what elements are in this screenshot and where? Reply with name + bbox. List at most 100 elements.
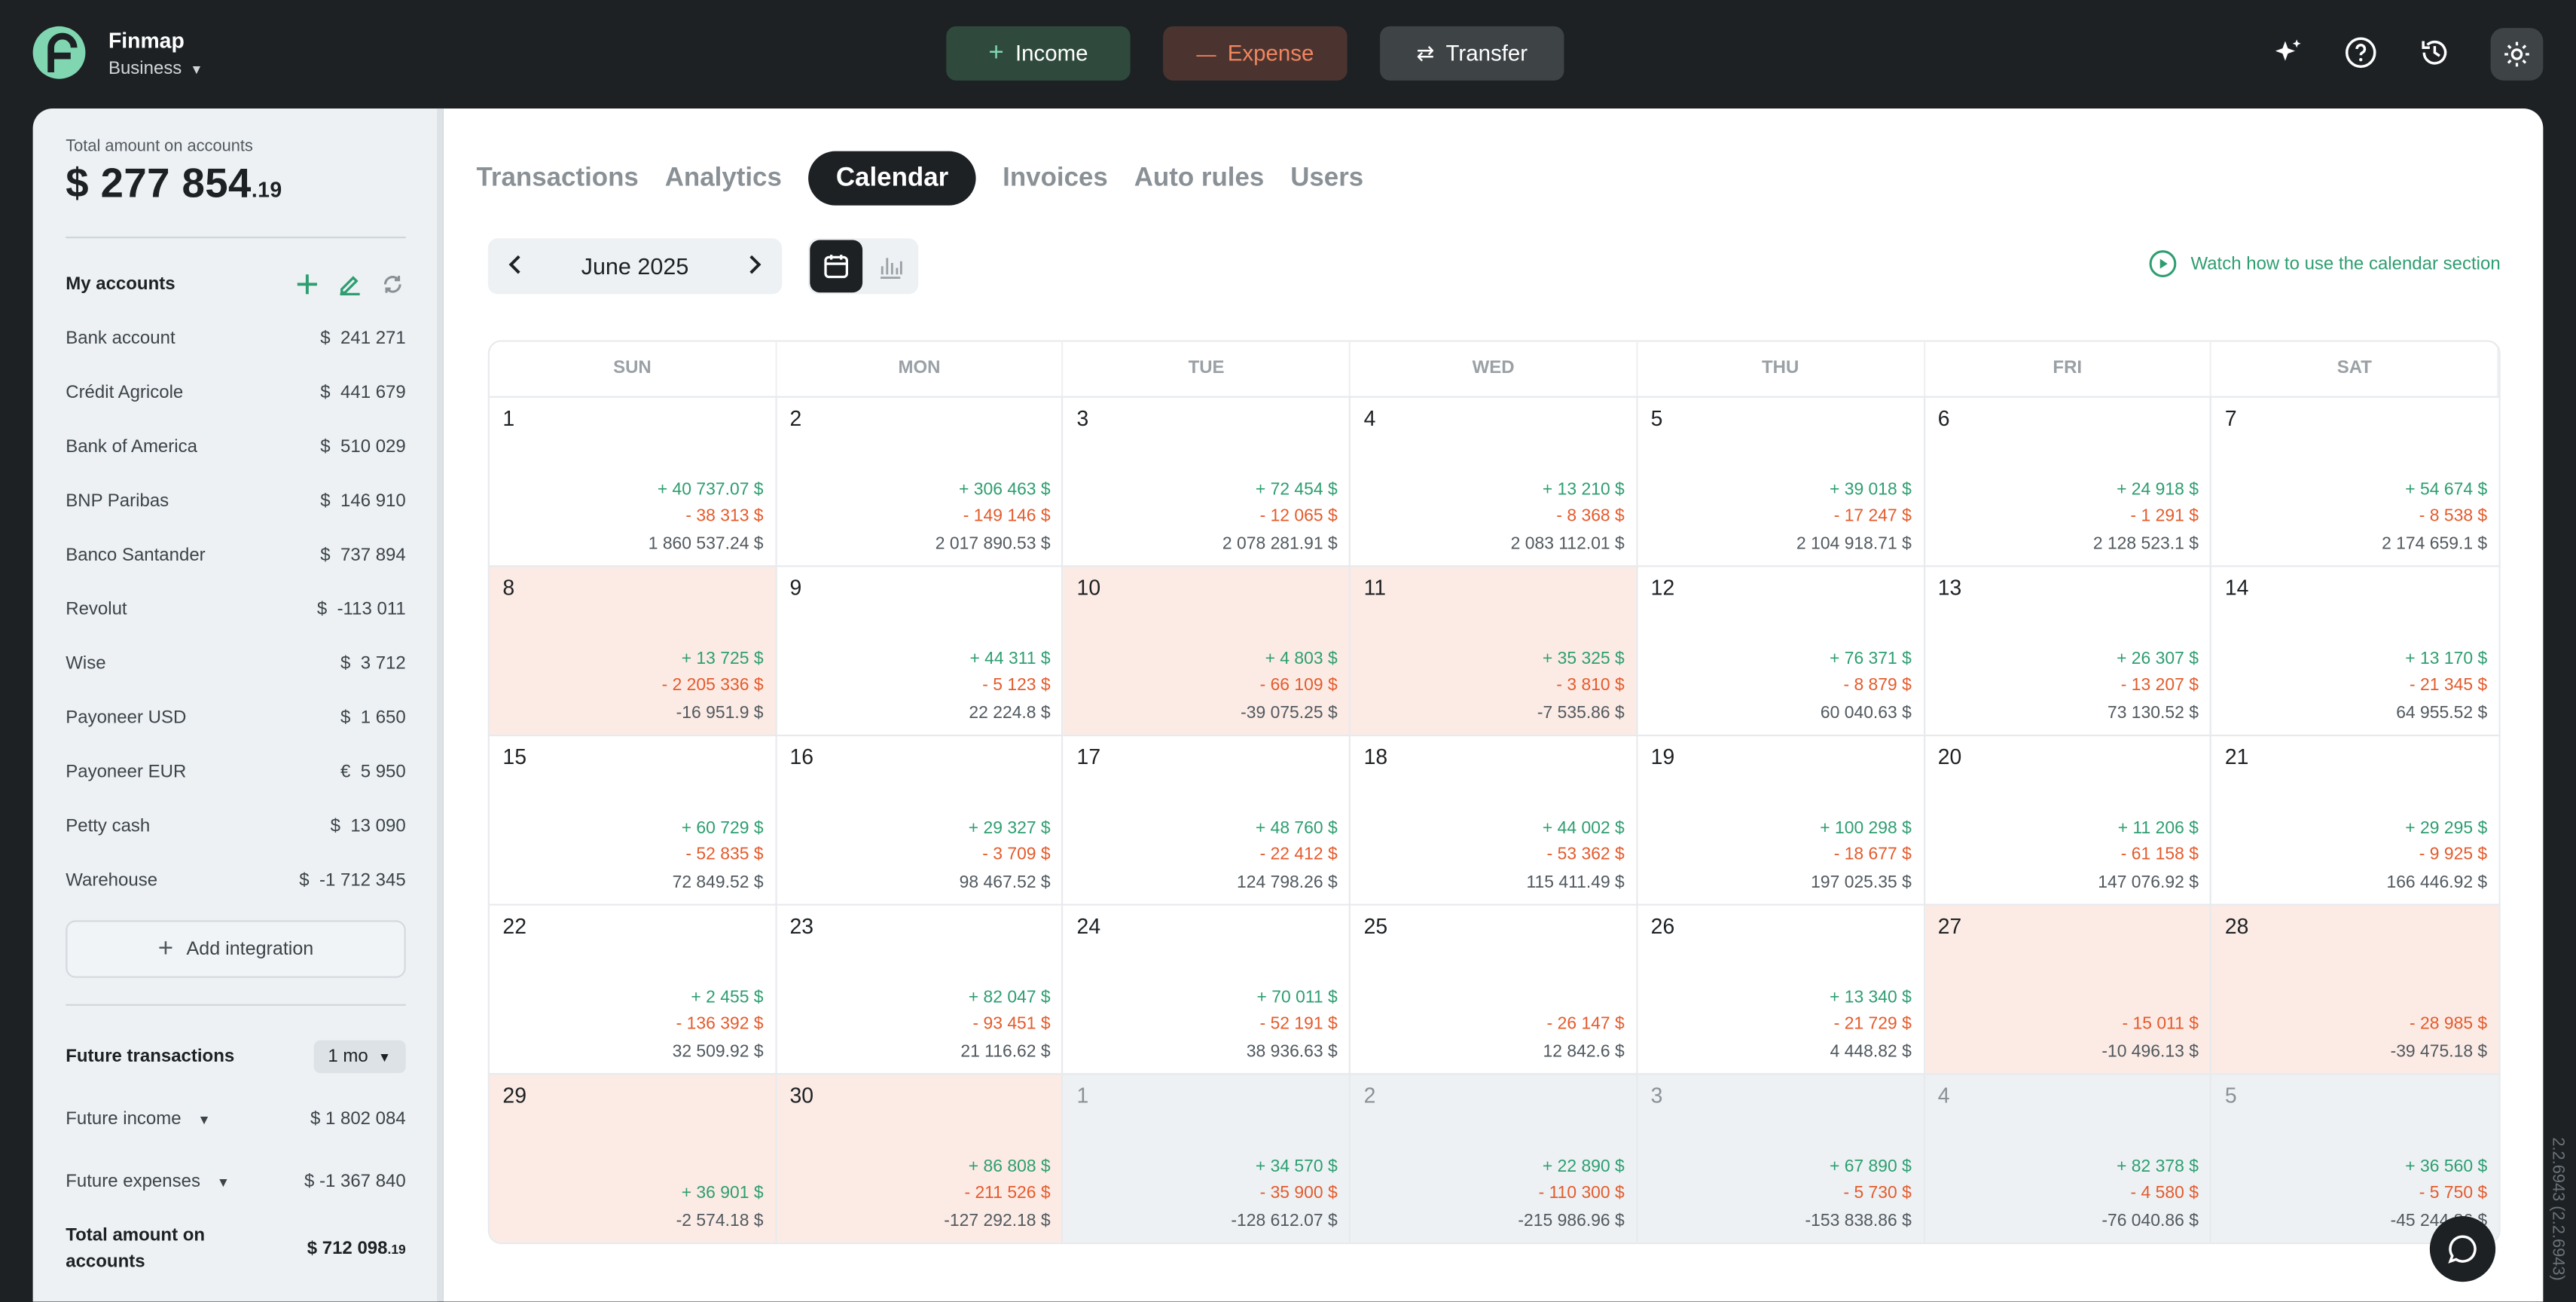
tab-calendar[interactable]: Calendar — [807, 151, 977, 206]
account-value: 13 090 — [350, 815, 406, 836]
future-expenses-row[interactable]: Future expenses ▼ $ -1 367 840 — [66, 1151, 405, 1213]
calendar-day-cell[interactable]: 1 + 40 737.07 $ - 38 313 $ 1 860 537.24 $ — [489, 396, 777, 566]
workspace-switcher[interactable]: Finmap Business ▼ — [108, 28, 203, 79]
calendar-day-cell[interactable]: 30 + 86 808 $ - 211 526 $ -127 292.18 $ — [777, 1073, 1064, 1242]
chevron-left-icon[interactable] — [508, 253, 524, 280]
calendar-day-cell[interactable]: 28 - 28 985 $ -39 475.18 $ — [2211, 903, 2499, 1074]
calendar-day-cell[interactable]: 24 + 70 011 $ - 52 191 $ 38 936.63 $ — [1064, 903, 1351, 1074]
chevron-right-icon[interactable] — [746, 253, 762, 280]
refresh-icon[interactable] — [380, 271, 406, 298]
calendar-day-cell[interactable]: 9 + 44 311 $ - 5 123 $ 22 224.8 $ — [777, 565, 1064, 735]
calendar-day-cell[interactable]: 29 + 36 901 $ -2 574.18 $ — [489, 1073, 777, 1242]
history-button[interactable] — [2415, 33, 2454, 72]
future-income-row[interactable]: Future income ▼ $ 1 802 084 — [66, 1088, 405, 1151]
day-income: + 22 890 $ — [1542, 1157, 1625, 1177]
edit-accounts-icon[interactable] — [337, 271, 363, 298]
calendar-day-cell[interactable]: 5 + 39 018 $ - 17 247 $ 2 104 918.71 $ — [1637, 396, 1925, 566]
chart-view-button[interactable] — [864, 240, 917, 292]
add-integration-button[interactable]: + Add integration — [66, 920, 406, 978]
transfer-button[interactable]: ⇄ Transfer — [1380, 26, 1564, 81]
day-expense: - 8 879 $ — [1843, 675, 1912, 695]
calendar-day-cell[interactable]: 23 + 82 047 $ - 93 451 $ 21 116.62 $ — [777, 903, 1064, 1074]
account-row[interactable]: Wise $ 3 712 — [66, 636, 405, 690]
account-row[interactable]: Bank of America $ 510 029 — [66, 419, 405, 473]
tab-analytics[interactable]: Analytics — [664, 164, 782, 193]
account-balance: $ 13 090 — [331, 816, 406, 836]
calendar-day-cell[interactable]: 27 - 15 011 $ -10 496.13 $ — [1924, 903, 2212, 1074]
calendar-day-cell[interactable]: 7 + 54 674 $ - 8 538 $ 2 174 659.1 $ — [2211, 396, 2499, 566]
account-row[interactable]: Bank account $ 241 271 — [66, 310, 405, 365]
calendar-day-cell[interactable]: 2 + 306 463 $ - 149 146 $ 2 017 890.53 $ — [777, 396, 1064, 566]
tab-invoices[interactable]: Invoices — [1003, 164, 1108, 193]
calendar-day-cell[interactable]: 2 + 22 890 $ - 110 300 $ -215 986.96 $ — [1351, 1073, 1638, 1242]
day-number: 8 — [502, 575, 515, 601]
calendar-day-cell[interactable]: 22 + 2 455 $ - 136 392 $ 32 509.92 $ — [489, 903, 777, 1074]
ai-sparkle-button[interactable] — [2269, 33, 2308, 72]
calendar-day-cell[interactable]: 4 + 13 210 $ - 8 368 $ 2 083 112.01 $ — [1351, 396, 1638, 566]
watch-tutorial-link[interactable]: Watch how to use the calendar section — [2150, 250, 2501, 278]
calendar-day-cell[interactable]: 20 + 11 206 $ - 61 158 $ 147 076.92 $ — [1924, 734, 2212, 904]
calendar-day-cell[interactable]: 11 + 35 325 $ - 3 810 $ -7 535.86 $ — [1351, 565, 1638, 735]
day-number: 4 — [1937, 1083, 1950, 1108]
calendar-day-cell[interactable]: 5 + 36 560 $ - 5 750 $ -45 244.86 $ — [2211, 1073, 2499, 1242]
add-account-icon[interactable] — [294, 271, 320, 298]
calendar-day-cell[interactable]: 12 + 76 371 $ - 8 879 $ 60 040.63 $ — [1637, 565, 1925, 735]
calendar-day-cell[interactable]: 15 + 60 729 $ - 52 835 $ 72 849.52 $ — [489, 734, 777, 904]
day-expense: - 3 709 $ — [982, 845, 1051, 865]
calendar-day-cell[interactable]: 3 + 67 890 $ - 5 730 $ -153 838.86 $ — [1637, 1073, 1925, 1242]
day-expense: - 28 985 $ — [2410, 1013, 2488, 1034]
account-row[interactable]: Crédit Agricole $ 441 679 — [66, 365, 405, 419]
day-income: + 306 463 $ — [959, 479, 1051, 500]
accounts-header: My accounts — [66, 263, 405, 306]
calendar-day-cell[interactable]: 13 + 26 307 $ - 13 207 $ 73 130.52 $ — [1924, 565, 2212, 735]
calendar-day-cell[interactable]: 19 + 100 298 $ - 18 677 $ 197 025.35 $ — [1637, 734, 1925, 904]
calendar-day-cell[interactable]: 16 + 29 327 $ - 3 709 $ 98 467.52 $ — [777, 734, 1064, 904]
future-period-select[interactable]: 1 mo ▼ — [313, 1040, 406, 1074]
tab-users[interactable]: Users — [1290, 164, 1364, 193]
day-income: + 11 206 $ — [2117, 818, 2199, 839]
calendar-day-cell[interactable]: 6 + 24 918 $ - 1 291 $ 2 128 523.1 $ — [1924, 396, 2212, 566]
sidebar-resize-handle[interactable] — [437, 108, 444, 1302]
account-name: Bank of America — [66, 436, 197, 457]
account-row[interactable]: Revolut $ -113 011 — [66, 582, 405, 636]
account-row[interactable]: Warehouse $ -1 712 345 — [66, 853, 405, 907]
account-row[interactable]: Payoneer USD $ 1 650 — [66, 690, 405, 744]
account-balance: $ 441 679 — [320, 382, 405, 402]
tab-transactions[interactable]: Transactions — [476, 164, 639, 193]
calendar-day-cell[interactable]: 26 + 13 340 $ - 21 729 $ 4 448.82 $ — [1637, 903, 1925, 1074]
calendar-day-cell[interactable]: 1 + 34 570 $ - 35 900 $ -128 612.07 $ — [1064, 1073, 1351, 1242]
settings-button[interactable] — [2490, 28, 2544, 81]
account-balance: $ -1 712 345 — [299, 870, 405, 890]
calendar-day-cell[interactable]: 18 + 44 002 $ - 53 362 $ 115 411.49 $ — [1351, 734, 1638, 904]
calendar-day-cell[interactable]: 8 + 13 725 $ - 2 205 336 $ -16 951.9 $ — [489, 565, 777, 735]
current-month[interactable]: June 2025 — [581, 252, 689, 280]
expense-button[interactable]: — Expense — [1163, 26, 1348, 81]
help-button[interactable] — [2341, 33, 2380, 72]
calendar-day-cell[interactable]: 3 + 72 454 $ - 12 065 $ 2 078 281.91 $ — [1064, 396, 1351, 566]
account-row[interactable]: Payoneer EUR € 5 950 — [66, 744, 405, 799]
chat-support-button[interactable] — [2429, 1216, 2496, 1282]
account-name: Crédit Agricole — [66, 382, 184, 402]
calendar-day-cell[interactable]: 10 + 4 803 $ - 66 109 $ -39 075.25 $ — [1064, 565, 1351, 735]
calendar-day-cell[interactable]: 21 + 29 295 $ - 9 925 $ 166 446.92 $ — [2211, 734, 2499, 904]
day-expense: - 5 730 $ — [1843, 1183, 1912, 1203]
calendar-day-cell[interactable]: 17 + 48 760 $ - 22 412 $ 124 798.26 $ — [1064, 734, 1351, 904]
calendar-day-cell[interactable]: 25 - 26 147 $ 12 842.6 $ — [1351, 903, 1638, 1074]
account-name: Bank account — [66, 328, 175, 348]
tab-auto-rules[interactable]: Auto rules — [1134, 164, 1265, 193]
plus-icon: + — [157, 934, 174, 963]
calendar-day-cell[interactable]: 14 + 13 170 $ - 21 345 $ 64 955.52 $ — [2211, 565, 2499, 735]
future-total-value: $ 712 098.19 — [307, 1239, 406, 1259]
future-total-cents: .19 — [387, 1242, 406, 1258]
calendar-day-cell[interactable]: 4 + 82 378 $ - 4 580 $ -76 040.86 $ — [1924, 1073, 2212, 1242]
month-navigator: June 2025 — [487, 238, 783, 295]
day-number: 2 — [789, 405, 802, 431]
income-button[interactable]: + Income — [946, 26, 1131, 81]
account-balance: $ -113 011 — [317, 599, 406, 619]
calendar-view-button[interactable] — [810, 240, 863, 293]
account-row[interactable]: Petty cash $ 13 090 — [66, 799, 405, 853]
account-row[interactable]: BNP Paribas $ 146 910 — [66, 473, 405, 527]
account-row[interactable]: Banco Santander $ 737 894 — [66, 527, 405, 582]
account-value: 5 950 — [360, 761, 406, 782]
day-number: 10 — [1076, 575, 1101, 601]
